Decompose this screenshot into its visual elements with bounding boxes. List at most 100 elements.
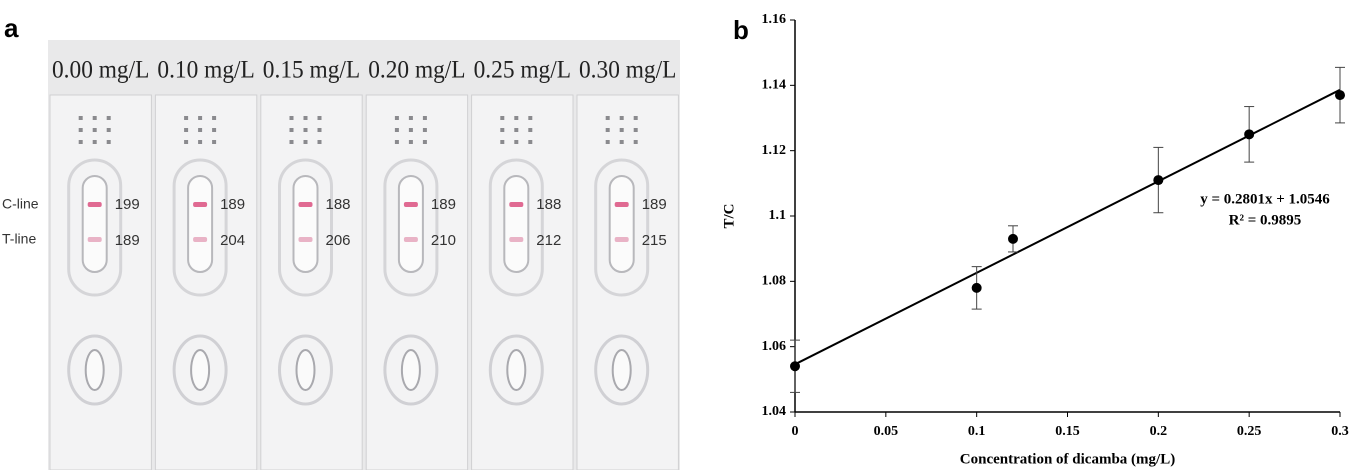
strip-dot <box>528 116 533 120</box>
c-line <box>509 202 524 207</box>
strip-dot <box>500 140 505 144</box>
panel-label: b <box>733 15 749 45</box>
panel-b: b 1.04 1.06 1.08 1.1 1.12 1.14 1.16 0 0.05 0.1 0.15… <box>721 12 1348 467</box>
strip-dot <box>303 128 308 132</box>
data-point <box>790 361 800 372</box>
strip-dot <box>605 116 610 120</box>
strip-dot <box>184 116 189 120</box>
r-squared: R² = 0.9895 <box>1229 212 1302 228</box>
strip-window <box>397 175 424 273</box>
x-tick-label: 0.15 <box>1055 424 1080 439</box>
strip-dot <box>317 140 322 144</box>
strip-dot <box>198 116 203 120</box>
y-tick-label: 1.08 <box>762 274 787 289</box>
strip-dot <box>212 140 217 144</box>
t-line <box>298 237 313 242</box>
strip-window-frame <box>278 158 333 297</box>
strip-dot <box>633 128 638 132</box>
strip-dot <box>184 128 189 132</box>
t-value: 206 <box>326 232 351 249</box>
strip-dot <box>289 116 294 120</box>
y-axis-label: T/C <box>721 203 737 228</box>
strip-dot <box>212 128 217 132</box>
strip-dot <box>422 128 427 132</box>
strip-dot <box>78 128 83 132</box>
strip-dot <box>408 128 413 132</box>
strip-window <box>608 175 635 273</box>
strip-dot <box>394 116 399 120</box>
c-value: 199 <box>115 196 140 213</box>
c-value: 189 <box>220 196 245 213</box>
strip-concentration: 0.30 mg/L <box>579 57 676 84</box>
t-line <box>193 237 208 242</box>
strip-concentration: 0.00 mg/L <box>52 57 149 84</box>
strip-window-frame <box>67 158 123 297</box>
strip-dot <box>605 128 610 132</box>
y-tick-label: 1.06 <box>762 339 787 354</box>
c-line <box>403 202 418 207</box>
data-point <box>1244 129 1255 140</box>
x-tick-label: 0.1 <box>968 424 986 439</box>
t-value: 204 <box>220 232 245 249</box>
strip-dot <box>212 116 217 120</box>
x-axis-label: Concentration of dicamba (mg/L) <box>960 451 1175 467</box>
sample-well-frame <box>278 334 333 406</box>
data-point <box>1335 90 1345 101</box>
trend-equation: y = 0.2801x + 1.0546 <box>1200 191 1330 207</box>
strip-window-frame <box>488 158 544 297</box>
test-strip <box>154 94 258 470</box>
panel-label: a <box>4 13 19 43</box>
strip-dot <box>408 116 413 120</box>
strip-concentration: 0.10 mg/L <box>157 57 254 84</box>
strip-dot <box>394 140 399 144</box>
c-value: 188 <box>536 196 561 213</box>
strip-dot <box>106 140 111 144</box>
strip-dot <box>528 128 533 132</box>
sample-well <box>295 349 316 391</box>
sample-well <box>400 349 421 391</box>
x-tick-label: 0.05 <box>874 424 899 439</box>
data-point <box>1008 233 1018 244</box>
strip-dot <box>92 116 97 120</box>
t-value: 210 <box>431 232 456 249</box>
strip-dot <box>500 128 505 132</box>
strip-window <box>81 175 108 273</box>
sample-well <box>611 349 632 391</box>
strip-dot <box>289 128 294 132</box>
sample-well-frame <box>67 334 123 406</box>
sample-well <box>190 349 211 391</box>
c-line <box>193 202 208 207</box>
strip-dot <box>78 140 83 144</box>
strip-dot <box>514 116 519 120</box>
strip-dot <box>92 128 97 132</box>
strip-dot <box>198 140 203 144</box>
strip-window-frame <box>594 158 650 297</box>
test-strip <box>576 94 679 470</box>
data-point <box>1153 175 1164 186</box>
strip-dot <box>619 128 624 132</box>
sample-well <box>84 349 105 391</box>
test-strip <box>49 94 152 470</box>
strip-dot <box>514 140 519 144</box>
c-line <box>614 202 629 207</box>
y-tick-label: 1.1 <box>769 208 787 223</box>
x-tick-label: 0.25 <box>1237 424 1262 439</box>
x-tick-label: 0 <box>792 424 799 439</box>
strip-window <box>503 175 530 273</box>
x-tick-label: 0.2 <box>1150 424 1168 439</box>
strip-dot <box>78 116 83 120</box>
strip-dot <box>605 140 610 144</box>
strip-dot <box>514 128 519 132</box>
strip-concentration: 0.15 mg/L <box>263 57 360 84</box>
c-value: 189 <box>642 196 667 213</box>
c-line-label: C-line <box>2 196 39 212</box>
strip-dot <box>633 116 638 120</box>
strip-dot <box>317 128 322 132</box>
strip-dot <box>106 128 111 132</box>
strip-concentration: 0.25 mg/L <box>474 57 571 84</box>
strip-dot <box>422 116 427 120</box>
test-strip <box>365 94 469 470</box>
sample-well-frame <box>594 334 650 406</box>
t-value: 212 <box>536 232 561 249</box>
